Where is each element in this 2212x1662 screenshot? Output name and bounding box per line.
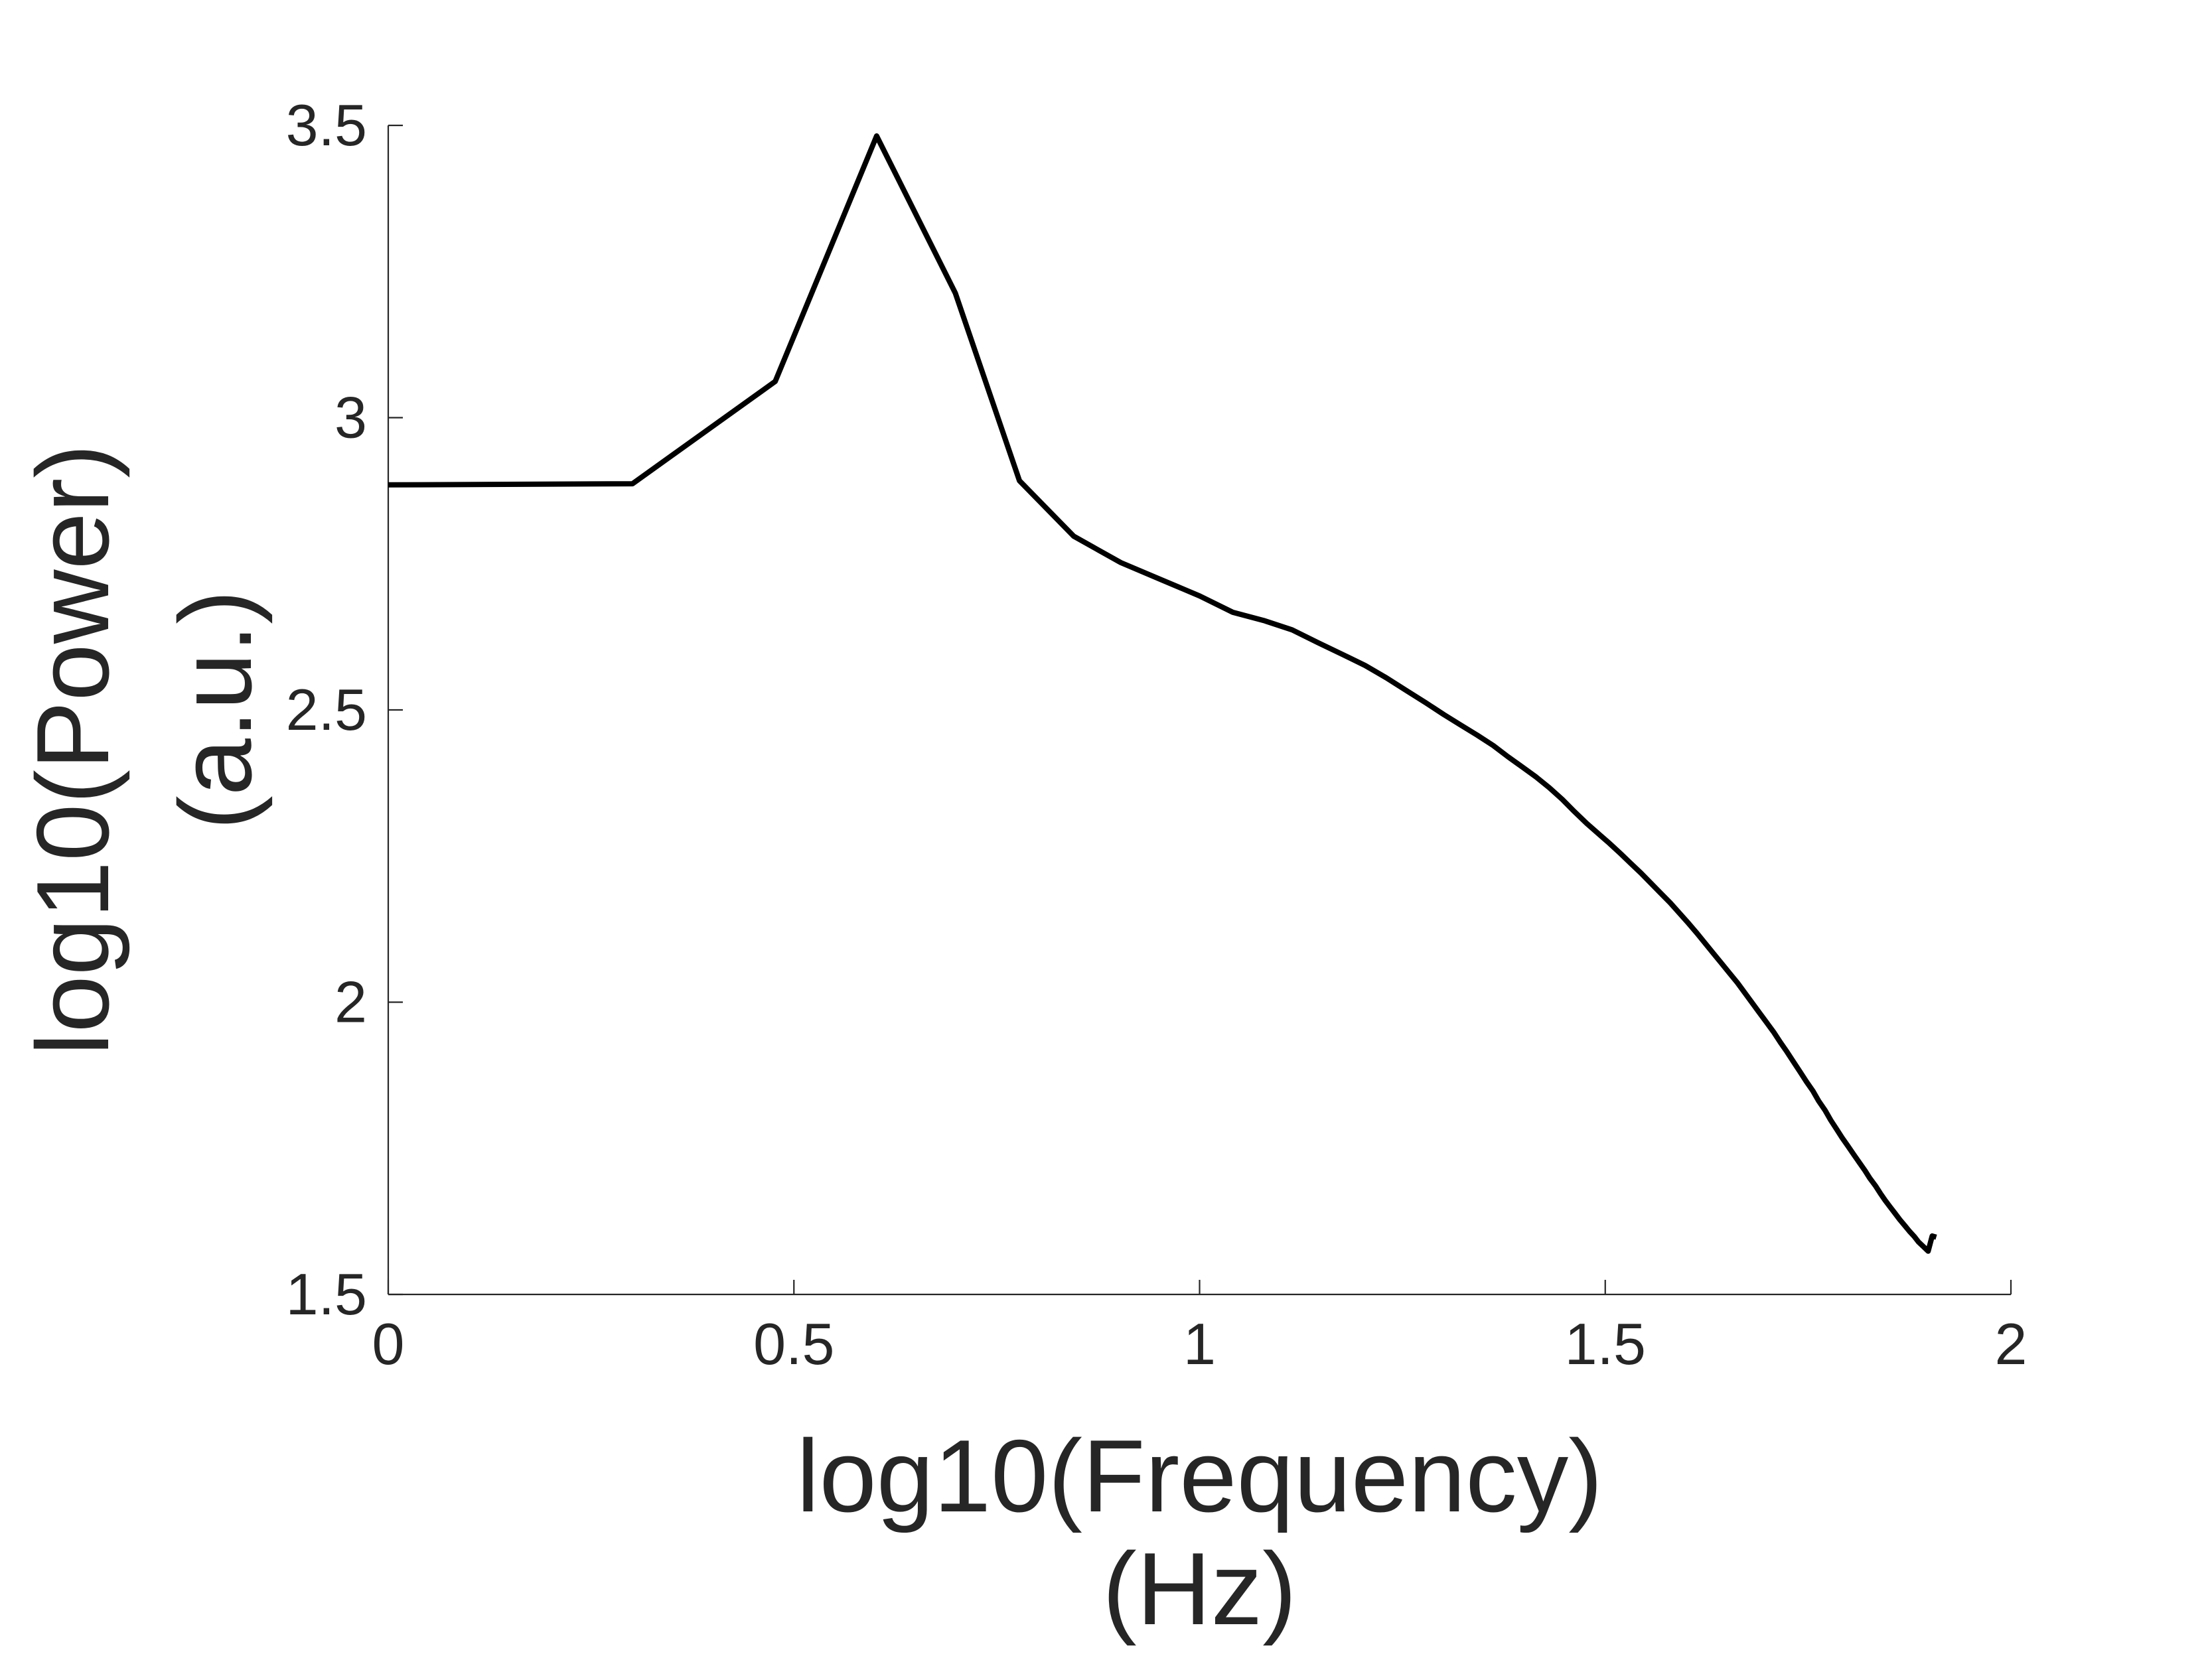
y-tick-label: 2.5: [286, 677, 367, 742]
y-tick-label: 2: [334, 969, 367, 1035]
axis-labels: log10(Frequency)(Hz) log10(Power) (a.u.): [15, 444, 1603, 1646]
y-axis-label-line: log10(Power): [15, 444, 130, 1056]
x-tick-label: 0: [372, 1311, 405, 1377]
x-axis-label-line: log10(Frequency): [796, 1419, 1603, 1533]
ticks: 0 0.5 1 1.5 2 1.5 2 2.5 3 3.5: [286, 92, 2028, 1377]
axes: [387, 125, 2011, 1296]
series: [388, 133, 1937, 1254]
x-tick-label: 1: [1183, 1311, 1216, 1377]
x-tick-label: 0.5: [753, 1311, 834, 1377]
x-axis-label-line: (Hz): [1102, 1531, 1297, 1646]
y-tick-label: 3.5: [286, 92, 367, 158]
y-tick-label: 1.5: [286, 1261, 367, 1327]
series-line: [388, 133, 1937, 1254]
y-tick-label: 3: [334, 385, 367, 450]
y-axis-label-line: (a.u.): [158, 590, 273, 830]
x-tick-label: 1.5: [1565, 1311, 1646, 1377]
x-tick-label: 2: [1995, 1311, 2028, 1377]
